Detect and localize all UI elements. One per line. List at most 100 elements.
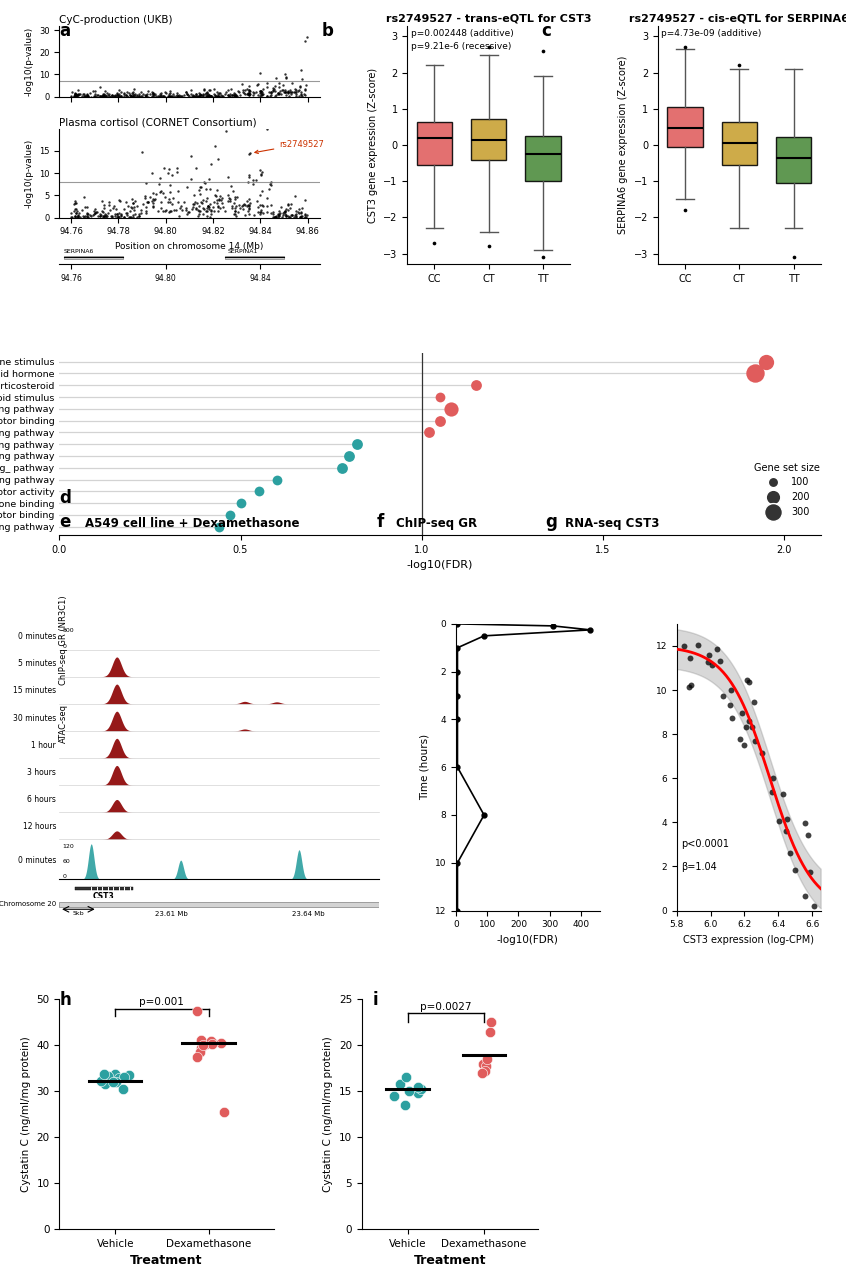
Point <box>127 86 140 106</box>
Point <box>120 86 134 106</box>
PathPatch shape <box>776 137 811 183</box>
Point <box>171 192 184 212</box>
Point <box>260 187 273 207</box>
Point <box>299 79 312 100</box>
Point <box>209 86 222 106</box>
Point <box>69 84 82 105</box>
Point <box>111 84 124 105</box>
Point <box>213 83 227 104</box>
Point <box>162 86 176 106</box>
Point <box>254 201 267 221</box>
Point <box>146 197 160 218</box>
Point <box>433 387 447 407</box>
Point <box>276 206 289 227</box>
Point <box>124 197 138 218</box>
Point <box>74 200 88 220</box>
Point <box>193 201 206 221</box>
Point <box>201 86 215 106</box>
Point <box>64 86 78 106</box>
Point <box>77 187 91 207</box>
Point <box>201 84 214 105</box>
Point <box>272 206 285 227</box>
Point <box>132 86 146 106</box>
Point <box>223 191 237 211</box>
Point <box>678 37 692 58</box>
Point <box>98 86 112 106</box>
Point <box>253 205 266 225</box>
Text: 3 hours: 3 hours <box>27 768 56 777</box>
Text: p=0.001: p=0.001 <box>140 997 184 1007</box>
Point <box>299 206 312 227</box>
Point <box>411 1083 425 1103</box>
Point <box>243 143 256 164</box>
Point <box>742 672 755 692</box>
Point <box>203 86 217 106</box>
Point <box>74 86 88 106</box>
FancyBboxPatch shape <box>64 256 124 259</box>
Point <box>205 204 218 224</box>
Point <box>113 1068 126 1088</box>
Point <box>173 84 186 105</box>
Point <box>69 193 83 214</box>
Point <box>71 206 85 227</box>
Point <box>85 206 98 227</box>
Point <box>140 201 153 221</box>
Point <box>190 84 203 105</box>
Point <box>242 196 255 216</box>
Point <box>109 198 123 219</box>
Point <box>158 86 172 106</box>
Point <box>779 820 793 841</box>
Point <box>268 81 282 101</box>
Point <box>164 86 178 106</box>
Point <box>291 81 305 101</box>
Point <box>164 192 178 212</box>
Point <box>153 83 167 104</box>
Point <box>192 206 206 227</box>
Point <box>236 79 250 100</box>
Point <box>195 192 208 212</box>
Point <box>89 198 102 219</box>
Point <box>281 83 294 104</box>
Point <box>279 205 293 225</box>
Point <box>201 196 215 216</box>
Point <box>171 180 184 201</box>
Point <box>228 197 242 218</box>
Point <box>152 174 166 195</box>
Point <box>264 175 277 196</box>
Point <box>132 204 146 224</box>
Point <box>107 86 121 106</box>
Point <box>294 207 307 228</box>
Point <box>254 81 267 101</box>
Text: 1 hour: 1 hour <box>31 741 56 750</box>
Point <box>278 82 292 102</box>
Point <box>98 81 112 101</box>
Point <box>146 82 160 102</box>
Point <box>161 86 174 106</box>
Point <box>123 207 136 228</box>
FancyBboxPatch shape <box>225 256 284 259</box>
Point <box>266 206 280 227</box>
Point <box>233 493 247 513</box>
Point <box>294 207 307 228</box>
Point <box>114 206 128 227</box>
Point <box>726 708 739 728</box>
Point <box>266 204 279 224</box>
Point <box>68 86 81 106</box>
Point <box>195 193 209 214</box>
Point <box>201 83 215 104</box>
Point <box>177 86 190 106</box>
Text: b: b <box>321 22 333 40</box>
Point <box>191 200 205 220</box>
Point <box>279 82 293 102</box>
Point <box>215 1033 228 1053</box>
Point <box>293 204 306 224</box>
Point <box>222 187 236 207</box>
Point <box>105 84 118 105</box>
Point <box>202 198 216 219</box>
Point <box>254 63 267 83</box>
Point <box>79 197 92 218</box>
Point <box>149 86 162 106</box>
Point <box>485 1012 498 1033</box>
Point <box>242 166 255 187</box>
Point <box>218 83 232 104</box>
